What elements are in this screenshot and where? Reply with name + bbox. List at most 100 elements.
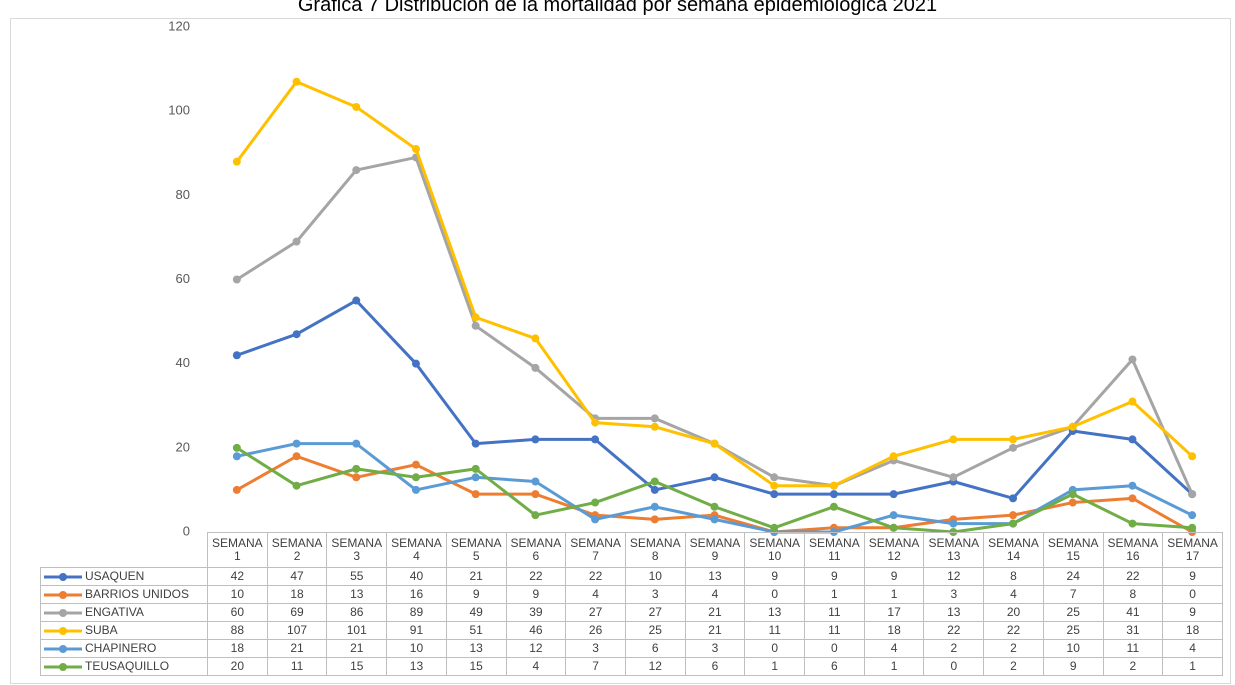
table-value: 9 — [1042, 657, 1104, 676]
table-value: 4 — [1162, 639, 1223, 658]
x-tick-label: SEMANA 3 — [326, 532, 388, 568]
point — [770, 481, 779, 490]
table-value: 9 — [445, 585, 507, 604]
table-value: 2 — [1102, 657, 1164, 676]
table-value: 27 — [624, 603, 686, 622]
point — [949, 435, 958, 444]
table-value: 49 — [445, 603, 507, 622]
point — [1188, 490, 1197, 499]
point — [1128, 519, 1137, 528]
point — [232, 157, 241, 166]
table-value: 0 — [744, 585, 806, 604]
data-row: TEUSAQUILLO 20 11 15 13 15 4 7 12 6 1 6 1 0 2 9 2 1 — [40, 657, 1223, 676]
table-value: 3 — [565, 639, 626, 658]
y-tick-label: 40 — [176, 355, 190, 370]
table-value: 6 — [804, 657, 865, 676]
table-value: 12 — [624, 657, 686, 676]
table-value: 1 — [863, 657, 925, 676]
point — [352, 296, 361, 305]
point — [770, 473, 779, 482]
x-tick-label: SEMANA 16 — [1102, 532, 1164, 568]
point — [411, 473, 420, 482]
x-tick-label: SEMANA 8 — [624, 532, 686, 568]
table-value: 91 — [386, 621, 447, 640]
chart-title: Gráfica 7 Distribución de la mortalidad … — [297, 0, 938, 16]
y-tick-label: 0 — [183, 523, 190, 538]
point — [531, 363, 540, 372]
point — [352, 473, 361, 482]
series-line — [236, 299, 1194, 500]
x-tick-label: SEMANA 9 — [684, 532, 746, 568]
header-row: SEMANA 1 SEMANA 2 SEMANA 3 SEMANA 4 SEMANA 5… — [41, 532, 1223, 568]
point — [531, 511, 540, 520]
point — [949, 473, 958, 482]
point — [352, 166, 361, 175]
point — [1068, 490, 1077, 499]
table-value: 22 — [923, 621, 985, 640]
point — [531, 435, 540, 444]
table-value: 9 — [744, 567, 806, 586]
table-value: 9 — [1162, 603, 1223, 622]
table-value: 15 — [326, 657, 388, 676]
table-value: 13 — [744, 603, 806, 622]
table-value: 51 — [445, 621, 507, 640]
x-tick-label: SEMANA 15 — [1042, 532, 1104, 568]
table-value: 10 — [207, 585, 268, 604]
point — [889, 452, 898, 461]
table-value: 4 — [565, 585, 626, 604]
table-value: 26 — [565, 621, 626, 640]
table-value: 1 — [1162, 657, 1223, 676]
table-value: 21 — [266, 639, 328, 658]
point — [1128, 435, 1137, 444]
point — [292, 452, 301, 461]
legend-swatch — [44, 644, 82, 653]
point — [650, 477, 659, 486]
point — [710, 515, 719, 524]
point — [471, 473, 480, 482]
point — [531, 334, 540, 343]
data-row: ENGATIVA 60 69 86 89 49 39 27 27 21 13 11 17 13 20 25 41… — [40, 603, 1223, 622]
table-value: 12 — [505, 639, 567, 658]
x-tick-label: SEMANA 1 — [207, 532, 268, 568]
point — [710, 439, 719, 448]
point — [591, 515, 600, 524]
point — [889, 511, 898, 520]
legend-entry: TEUSAQUILLO — [40, 657, 208, 676]
table-value: 4 — [863, 639, 925, 658]
table-value: 3 — [684, 639, 746, 658]
point — [232, 275, 241, 284]
table-value: 8 — [1102, 585, 1164, 604]
point — [591, 418, 600, 427]
table-value: 69 — [266, 603, 328, 622]
legend-point — [59, 626, 67, 635]
legend-entry: USAQUEN — [40, 567, 208, 586]
table-value: 11 — [804, 603, 865, 622]
point — [591, 498, 600, 507]
legend-point — [59, 608, 67, 617]
point — [829, 481, 838, 490]
table-value: 24 — [1042, 567, 1104, 586]
point — [650, 485, 659, 494]
table-value: 0 — [744, 639, 806, 658]
point — [292, 439, 301, 448]
data-row: BARRIOS UNIDOS 10 18 13 16 9 9 4 3 4 0 1 1 3 4 7 8 0 — [40, 585, 1223, 604]
point — [591, 435, 600, 444]
point — [232, 485, 241, 494]
legend-entry: CHAPINERO — [40, 639, 208, 658]
table-value: 55 — [326, 567, 388, 586]
point — [411, 359, 420, 368]
point — [1188, 452, 1197, 461]
table-value: 25 — [1042, 603, 1104, 622]
table-value: 3 — [923, 585, 985, 604]
x-tick-label: SEMANA 13 — [923, 532, 985, 568]
y-tick-label: 120 — [168, 18, 190, 33]
point — [1128, 397, 1137, 406]
table-value: 3 — [624, 585, 686, 604]
point — [531, 490, 540, 499]
table-value: 6 — [684, 657, 746, 676]
table-value: 0 — [923, 657, 985, 676]
data-row: CHAPINERO 18 21 21 10 13 12 3 6 3 0 0 4 2 2 10 11 4 — [40, 639, 1223, 658]
point — [1188, 511, 1197, 520]
x-tick-label: SEMANA 11 — [804, 532, 865, 568]
